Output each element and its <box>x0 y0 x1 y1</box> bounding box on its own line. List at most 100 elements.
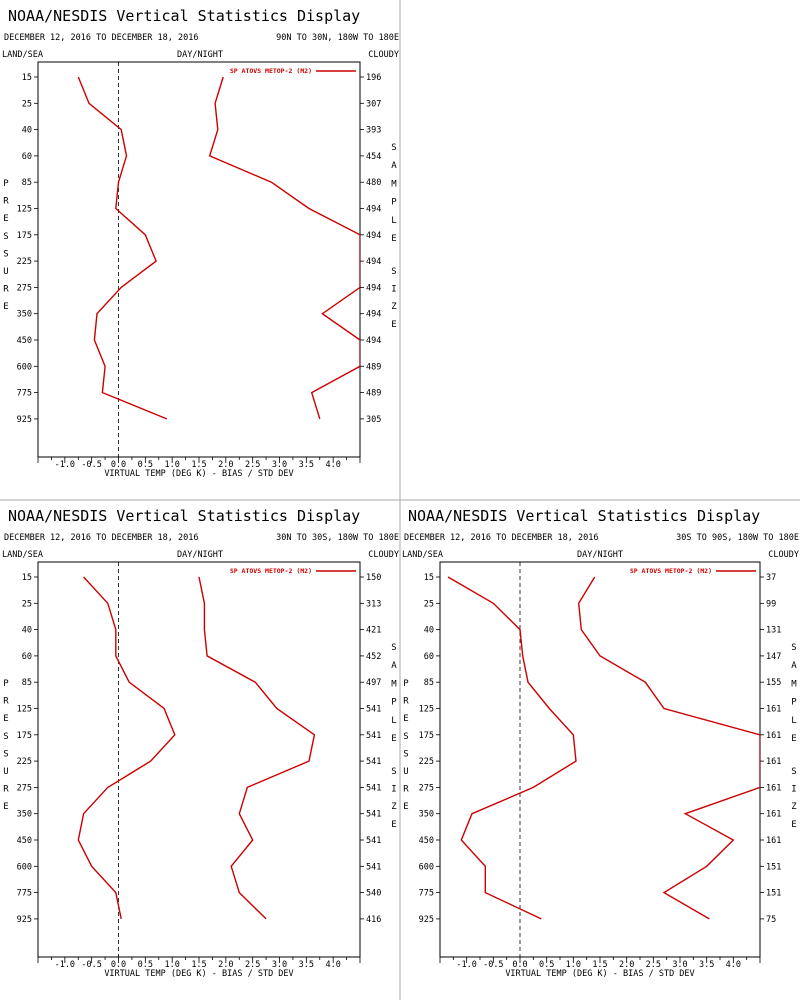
x-tick-label: 4.0 <box>726 960 741 970</box>
std-dev-line <box>577 576 760 920</box>
pressure-tick-label: 175 <box>17 731 32 741</box>
sample-size-label: 541 <box>366 836 381 846</box>
pressure-tick-label: 450 <box>17 836 32 846</box>
sample-size-label: 151 <box>766 862 781 872</box>
pressure-tick-label: 85 <box>22 678 32 688</box>
pressure-tick-label: 275 <box>17 283 32 293</box>
y2-axis-label-letter: S <box>391 767 396 777</box>
pressure-tick-label: 40 <box>22 126 32 136</box>
x-tick-label: 0.0 <box>512 960 527 970</box>
sample-size-label: 305 <box>366 415 381 425</box>
pressure-tick-label: 775 <box>419 889 434 899</box>
y2-axis-label-letter: E <box>791 734 796 744</box>
sample-size-label: 196 <box>366 73 381 83</box>
x-tick-label: -1.0 <box>55 960 75 970</box>
x-tick-label: 2.0 <box>218 960 233 970</box>
x-tick-label: 0.0 <box>111 960 126 970</box>
filter-cloudy: CLOUDY <box>368 50 399 60</box>
pressure-tick-label: 225 <box>17 757 32 767</box>
sample-size-label: 155 <box>766 678 781 688</box>
sample-size-label: 75 <box>766 915 776 925</box>
bias-line <box>77 576 176 920</box>
y-axis-label-letter: R <box>3 785 9 795</box>
pressure-tick-label: 125 <box>419 705 434 715</box>
y-axis-label-letter: E <box>3 302 8 312</box>
x-tick-label: 2.5 <box>245 460 260 470</box>
filter-land-sea: LAND/SEA <box>2 50 43 60</box>
pressure-tick-label: 60 <box>22 652 32 662</box>
sample-size-label: 307 <box>366 99 381 109</box>
pressure-tick-label: 15 <box>22 73 32 83</box>
x-tick-label: 1.5 <box>592 960 607 970</box>
pressure-tick-label: 225 <box>419 757 434 767</box>
y2-axis-label-letter: P <box>391 198 397 208</box>
pressure-tick-label: 600 <box>17 862 32 872</box>
filter-land-sea: LAND/SEA <box>2 550 43 560</box>
date-range: DECEMBER 12, 2016 TO DECEMBER 18, 2016 <box>4 533 198 543</box>
y2-axis-label-letter: I <box>391 785 396 795</box>
sample-size-label: 541 <box>366 783 381 793</box>
pressure-tick-label: 125 <box>17 705 32 715</box>
pressure-tick-label: 450 <box>17 336 32 346</box>
pressure-tick-label: 60 <box>22 152 32 162</box>
y2-axis-label-letter: Z <box>791 802 797 812</box>
pressure-tick-label: 450 <box>419 836 434 846</box>
y-axis-label-letter: U <box>403 767 408 777</box>
x-tick-label: -1.0 <box>55 460 75 470</box>
sample-size-label: 147 <box>766 652 781 662</box>
y2-axis-label-letter: S <box>791 643 796 653</box>
sample-size-label: 150 <box>366 573 381 583</box>
sample-size-label: 416 <box>366 915 381 925</box>
pressure-tick-label: 225 <box>17 257 32 267</box>
y2-axis-label-letter: I <box>391 285 396 295</box>
x-tick-label: 1.5 <box>191 960 206 970</box>
y2-axis-label-letter: E <box>791 820 796 830</box>
y2-axis-label-letter: E <box>391 820 396 830</box>
y2-axis-label-letter: M <box>391 179 397 189</box>
y-axis-label-letter: U <box>3 767 8 777</box>
y-axis-label-letter: S <box>403 749 408 759</box>
x-tick-label: -1.0 <box>456 960 476 970</box>
sample-size-label: 161 <box>766 731 781 741</box>
chart-panel: NOAA/NESDIS Vertical Statistics Display D… <box>402 507 799 979</box>
x-tick-label: -0.5 <box>81 960 101 970</box>
pressure-tick-label: 15 <box>424 573 434 583</box>
pressure-tick-label: 175 <box>17 231 32 241</box>
sample-size-label: 494 <box>366 257 381 267</box>
pressure-tick-label: 925 <box>17 915 32 925</box>
y2-axis-label-letter: E <box>391 234 396 244</box>
pressure-tick-label: 125 <box>17 205 32 215</box>
pressure-tick-label: 350 <box>17 810 32 820</box>
chart-title: NOAA/NESDIS Vertical Statistics Display <box>8 7 360 25</box>
sample-size-label: 161 <box>766 783 781 793</box>
x-tick-label: 4.0 <box>325 960 340 970</box>
sample-size-label: 494 <box>366 231 381 241</box>
x-tick-label: 3.5 <box>299 960 314 970</box>
legend-label: SP ATOVS METOP-2 (M2) <box>630 567 712 575</box>
x-tick-label: 3.0 <box>272 960 287 970</box>
y2-axis-label-letter: Z <box>391 802 397 812</box>
chart-panel: NOAA/NESDIS Vertical Statistics Display D… <box>2 7 399 479</box>
pressure-tick-label: 40 <box>22 626 32 636</box>
x-tick-label: 1.5 <box>191 460 206 470</box>
sample-size-label: 313 <box>366 599 381 609</box>
x-tick-label: 0.5 <box>138 960 153 970</box>
std-dev-line <box>198 576 316 920</box>
x-tick-label: 3.5 <box>299 460 314 470</box>
y-axis-label-letter: S <box>3 232 8 242</box>
sample-size-label: 454 <box>366 152 381 162</box>
y-axis-label-letter: E <box>3 214 8 224</box>
sample-size-label: 494 <box>366 283 381 293</box>
y-axis-label-letter: U <box>3 267 8 277</box>
date-range: DECEMBER 12, 2016 TO DECEMBER 18, 2016 <box>404 533 598 543</box>
x-tick-label: 2.5 <box>646 960 661 970</box>
y2-axis-label-letter: I <box>791 785 796 795</box>
sample-size-label: 541 <box>366 731 381 741</box>
filter-cloudy: CLOUDY <box>368 550 399 560</box>
pressure-tick-label: 775 <box>17 389 32 399</box>
y-axis-label-letter: R <box>403 785 409 795</box>
std-dev-line <box>208 76 360 420</box>
pressure-tick-label: 350 <box>419 810 434 820</box>
y2-axis-label-letter: S <box>791 767 796 777</box>
